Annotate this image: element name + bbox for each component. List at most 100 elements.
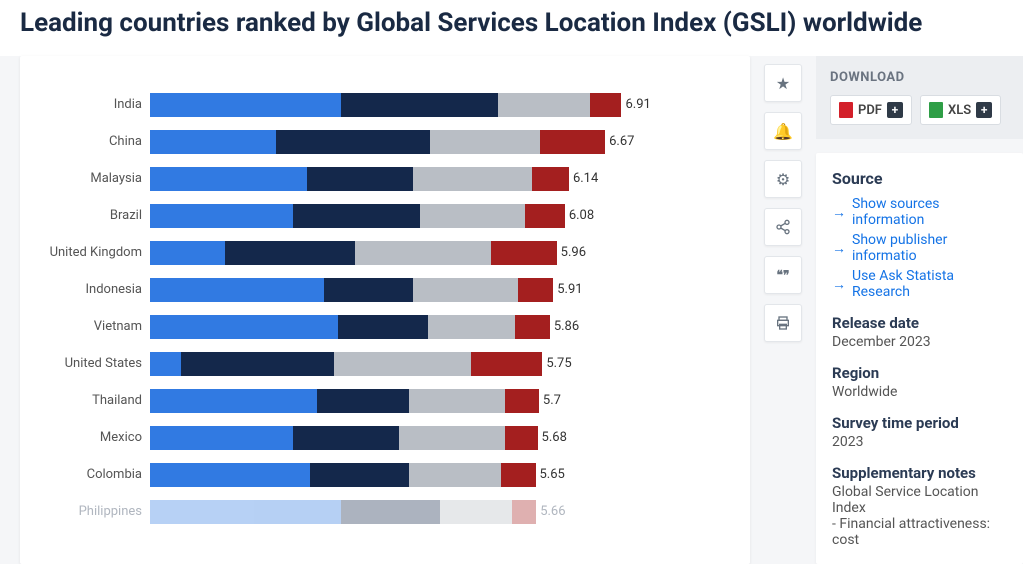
bar-stack[interactable] (150, 389, 539, 413)
survey-heading: Survey time period (832, 414, 1007, 432)
bar-track: 5.66 (150, 500, 740, 524)
bar-segment (334, 352, 470, 376)
bar-segment (505, 426, 538, 450)
bar-segment (150, 463, 310, 487)
bar-track: 5.68 (150, 426, 740, 450)
bar-stack[interactable] (150, 204, 565, 228)
bar-segment (150, 500, 341, 524)
bar-segment (150, 130, 276, 154)
chart-row: United Kingdom5.96 (30, 234, 740, 271)
chart-row: China6.67 (30, 123, 740, 160)
bar-stack[interactable] (150, 278, 553, 302)
bar-segment (471, 352, 543, 376)
star-icon: ★ (776, 74, 790, 93)
gear-icon: ⚙ (776, 170, 790, 189)
arrow-icon: → (832, 276, 846, 293)
settings-button[interactable]: ⚙ (764, 160, 802, 198)
bar-value: 6.67 (609, 134, 634, 149)
bar-segment (590, 93, 621, 117)
chart-row: Thailand 5.7 (30, 382, 740, 419)
bar-value: 5.66 (540, 504, 565, 519)
bar-stack[interactable] (150, 500, 536, 524)
bar-stack[interactable] (150, 315, 550, 339)
bar-segment (399, 426, 505, 450)
bar-value: 5.86 (554, 319, 579, 334)
source-link[interactable]: →Use Ask Statista Research (832, 268, 1007, 300)
bar-segment (225, 241, 355, 265)
source-heading: Source (832, 169, 1007, 188)
bar-segment (420, 204, 526, 228)
bar-segment (341, 500, 440, 524)
bar-segment (181, 352, 335, 376)
print-button[interactable] (764, 304, 802, 342)
content-wrap: India6.91China6.67Malaysia6.14Brazil6.08… (0, 56, 1023, 564)
bar-segment (293, 426, 399, 450)
download-xls-label: XLS (948, 103, 971, 118)
chart-row-label: India (30, 97, 150, 112)
bar-stack[interactable] (150, 352, 542, 376)
bar-segment (338, 315, 428, 339)
sidebar: DOWNLOAD PDF + XLS + Source →Show source… (816, 56, 1023, 564)
bar-segment (409, 463, 501, 487)
bar-segment (276, 130, 430, 154)
bar-segment (150, 241, 225, 265)
bar-segment (505, 389, 539, 413)
bar-stack[interactable] (150, 426, 538, 450)
source-link-label: Show publisher informatio (852, 232, 1007, 264)
release-date-heading: Release date (832, 314, 1007, 332)
bar-stack[interactable] (150, 167, 569, 191)
chart-row: Brazil6.08 (30, 197, 740, 234)
bar-segment (498, 93, 590, 117)
bar-segment (501, 463, 535, 487)
bar-stack[interactable] (150, 241, 557, 265)
bar-stack[interactable] (150, 93, 621, 117)
survey-value: 2023 (832, 434, 1007, 450)
bar-track: 6.08 (150, 204, 740, 228)
chart-row-label: Vietnam (30, 319, 150, 334)
print-icon (775, 315, 791, 331)
bar-segment (532, 167, 569, 191)
bar-value: 5.7 (543, 393, 561, 408)
bell-icon: 🔔 (773, 122, 793, 141)
bar-segment (413, 167, 532, 191)
bar-track: 5.91 (150, 278, 740, 302)
download-pdf-button[interactable]: PDF + (830, 95, 912, 125)
bar-segment (413, 278, 519, 302)
bar-segment (540, 130, 605, 154)
arrow-icon: → (832, 240, 846, 257)
bar-segment (150, 352, 181, 376)
region-value: Worldwide (832, 384, 1007, 400)
favorite-button[interactable]: ★ (764, 64, 802, 102)
bar-stack[interactable] (150, 130, 605, 154)
chart-row-label: Thailand (30, 393, 150, 408)
download-xls-button[interactable]: XLS + (920, 95, 1001, 125)
bar-track: 5.7 (150, 389, 740, 413)
bar-segment (512, 500, 537, 524)
source-link-label: Show sources information (852, 196, 1007, 228)
bar-value: 5.75 (546, 356, 571, 371)
share-button[interactable] (764, 208, 802, 246)
chart-row-label: Colombia (30, 467, 150, 482)
supplementary-line-1: - Financial attractiveness: cost (832, 516, 1007, 548)
bar-segment (430, 130, 541, 154)
bar-value: 6.91 (625, 97, 650, 112)
bar-segment (150, 204, 293, 228)
download-pdf-label: PDF (858, 103, 882, 118)
bar-stack[interactable] (150, 463, 536, 487)
xls-icon (929, 102, 943, 118)
source-link[interactable]: →Show sources information (832, 196, 1007, 228)
bar-track: 5.75 (150, 352, 740, 376)
bar-segment (341, 93, 498, 117)
bar-segment (515, 315, 550, 339)
bar-track: 6.67 (150, 130, 740, 154)
quote-icon: ❝❞ (777, 268, 790, 282)
source-link[interactable]: → Show publisher informatio (832, 232, 1007, 264)
notify-button[interactable]: 🔔 (764, 112, 802, 150)
chart-row-label: United Kingdom (30, 245, 150, 260)
cite-button[interactable]: ❝❞ (764, 256, 802, 294)
chart-row: Indonesia5.91 (30, 271, 740, 308)
bar-value: 5.68 (542, 430, 567, 445)
bar-value: 6.14 (573, 171, 598, 186)
bar-segment (525, 204, 565, 228)
bar-segment (355, 241, 491, 265)
